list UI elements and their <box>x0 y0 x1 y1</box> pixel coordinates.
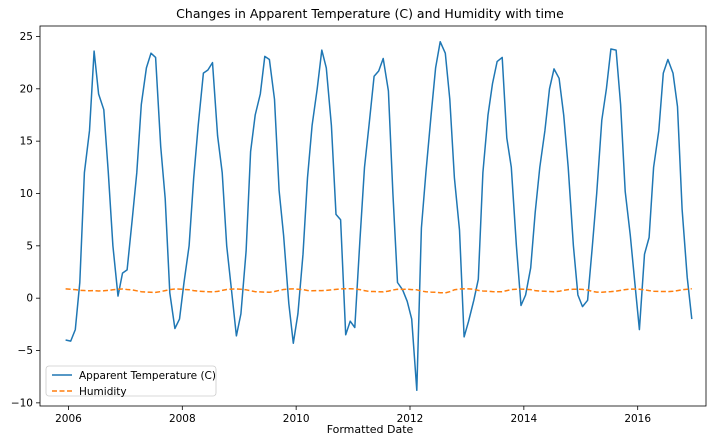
x-axis: 2006 2008 2010 2012 2014 2016 <box>55 406 651 425</box>
x-tick-label: 2012 <box>397 413 424 425</box>
plot-area <box>39 25 707 407</box>
legend-label-0: Apparent Temperature (C) <box>79 370 216 382</box>
y-tick-label: 5 <box>26 240 33 252</box>
x-tick-label: 2006 <box>55 413 82 425</box>
y-tick-label: 0 <box>26 293 33 305</box>
x-tick-label: 2008 <box>169 413 196 425</box>
y-tick-label: 25 <box>20 31 33 43</box>
series-line-0 <box>65 40 693 392</box>
legend-box <box>45 365 217 397</box>
legend-label-1: Humidity <box>79 386 127 398</box>
y-tick-label: 20 <box>20 83 33 95</box>
y-tick-label: 15 <box>20 136 33 148</box>
chart-title: Changes in Apparent Temperature (C) and … <box>176 6 564 21</box>
x-tick-label: 2016 <box>624 413 651 425</box>
legend: Apparent Temperature (C) Humidity <box>45 365 217 398</box>
x-tick-label: 2010 <box>283 413 310 425</box>
plot-frame <box>39 25 707 407</box>
series-layer <box>65 40 693 392</box>
y-tick-label: −5 <box>18 345 33 357</box>
x-tick-label: 2014 <box>510 413 537 425</box>
y-tick-label: −10 <box>11 397 33 409</box>
x-axis-label: Formatted Date <box>327 423 414 436</box>
series-line-1 <box>65 287 692 294</box>
y-axis: −10 −5 0 5 10 15 20 25 <box>11 31 40 409</box>
y-tick-label: 10 <box>20 188 33 200</box>
